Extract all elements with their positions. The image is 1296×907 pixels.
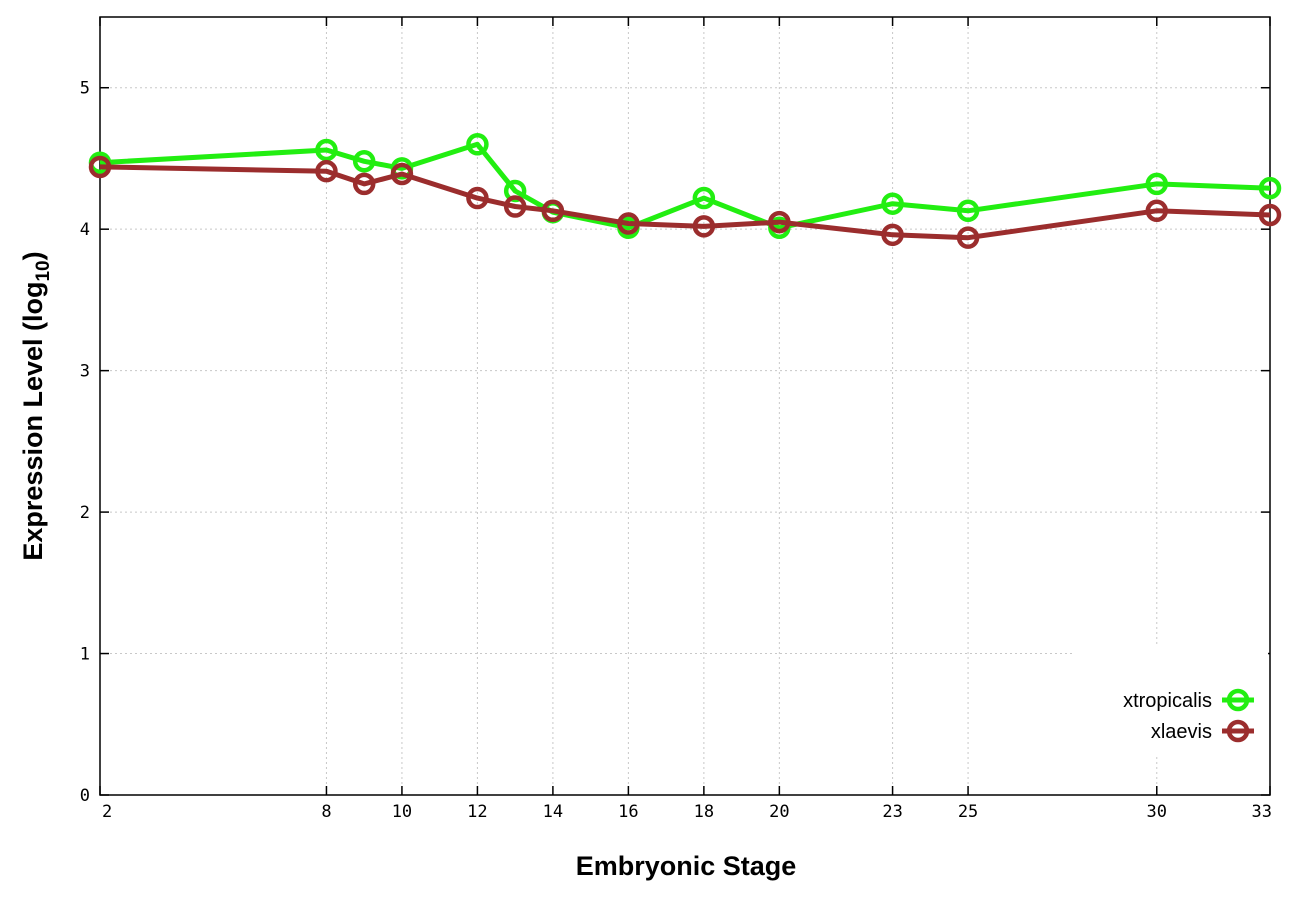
y-tick-label: 3 <box>80 362 90 382</box>
x-axis-title: Embryonic Stage <box>576 851 797 881</box>
data-point <box>1258 203 1282 227</box>
x-tick-label: 20 <box>769 802 789 822</box>
y-axis-title-close: ) <box>18 251 48 260</box>
legend-marker-xlaevis <box>1226 719 1250 743</box>
x-tick-label: 16 <box>618 802 638 822</box>
x-tick-label: 2 <box>102 802 112 822</box>
data-point <box>352 150 376 173</box>
data-point <box>768 210 791 234</box>
data-point <box>315 138 338 162</box>
series-line-xtropicalis <box>99 141 1271 231</box>
data-point <box>503 179 527 203</box>
data-point <box>315 159 338 183</box>
series-group <box>88 133 1282 249</box>
data-point <box>617 212 640 235</box>
y-axis-title-subscript: 10 <box>33 260 54 281</box>
data-point <box>541 199 565 223</box>
x-tick-label: 8 <box>321 802 331 822</box>
y-axis-title-main: Expression Level (log <box>18 282 48 561</box>
data-point <box>88 155 112 179</box>
x-tick-label: 14 <box>543 802 563 822</box>
y-tick-label: 0 <box>80 786 90 806</box>
x-tick-label: 33 <box>1252 802 1272 822</box>
data-point <box>956 199 980 223</box>
y-tick-label: 5 <box>80 79 90 99</box>
data-point <box>503 195 527 218</box>
y-axis-title: Expression Level (log10) <box>18 251 54 560</box>
x-tick-label: 12 <box>467 802 487 822</box>
series-line-xlaevis <box>99 164 1271 241</box>
x-tick-label: 18 <box>694 802 714 822</box>
data-point <box>466 186 489 210</box>
data-point <box>390 162 414 186</box>
legend: xtropicalis xlaevis <box>1072 645 1268 755</box>
x-tick-label: 23 <box>882 802 902 822</box>
y-tick-label: 1 <box>80 645 90 665</box>
legend-label-xtropicalis: xtropicalis <box>1123 690 1212 712</box>
data-point <box>466 133 489 156</box>
legend-label-xlaevis: xlaevis <box>1151 721 1212 743</box>
data-point <box>352 172 376 196</box>
legend-marker-xtropicalis <box>1226 688 1250 712</box>
series-xlaevis <box>88 155 1282 249</box>
data-point <box>1145 172 1169 196</box>
x-tick-label: 30 <box>1147 802 1167 822</box>
data-point <box>881 223 904 247</box>
data-point <box>692 186 716 210</box>
x-tick-label: 10 <box>392 802 412 822</box>
data-point <box>956 226 980 249</box>
y-tick-label: 4 <box>80 220 90 240</box>
data-point <box>1258 176 1282 200</box>
series-xtropicalis <box>88 133 1282 240</box>
data-point <box>881 192 904 215</box>
x-tick-label: 25 <box>958 802 978 822</box>
y-tick-label: 2 <box>80 503 90 523</box>
data-point <box>692 215 716 238</box>
plot-frame <box>99 16 1271 796</box>
data-point <box>1145 199 1169 223</box>
